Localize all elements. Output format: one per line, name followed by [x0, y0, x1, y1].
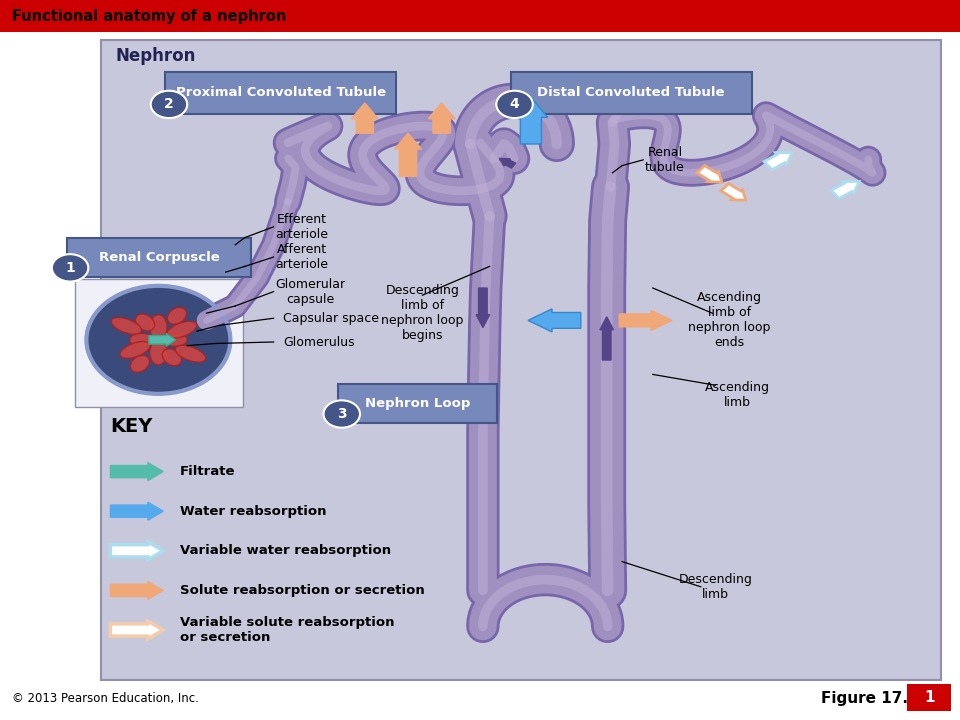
Text: 1: 1: [65, 261, 75, 275]
Text: Water reabsorption: Water reabsorption: [180, 505, 326, 518]
Ellipse shape: [162, 349, 181, 366]
Text: Descending
limb of
nephron loop
begins: Descending limb of nephron loop begins: [381, 284, 464, 342]
Text: Distal Convoluted Tubule: Distal Convoluted Tubule: [538, 86, 725, 99]
FancyArrow shape: [831, 181, 859, 199]
Circle shape: [86, 286, 230, 394]
Text: Glomerular
capsule: Glomerular capsule: [276, 278, 346, 305]
Ellipse shape: [150, 340, 167, 365]
Text: 3: 3: [337, 407, 347, 421]
FancyBboxPatch shape: [338, 384, 497, 423]
FancyArrow shape: [600, 317, 613, 360]
Text: Solute reabsorption or secretion: Solute reabsorption or secretion: [180, 584, 424, 597]
Circle shape: [324, 400, 360, 428]
Ellipse shape: [130, 333, 154, 346]
FancyArrow shape: [110, 621, 163, 639]
FancyBboxPatch shape: [165, 72, 396, 114]
FancyArrow shape: [515, 97, 547, 144]
Text: 1: 1: [924, 690, 934, 705]
Text: Renal Corpuscle: Renal Corpuscle: [99, 251, 219, 264]
Text: KEY: KEY: [110, 417, 153, 436]
Text: Nephron: Nephron: [115, 47, 196, 65]
Text: Capsular space: Capsular space: [283, 312, 379, 325]
FancyArrow shape: [110, 503, 163, 520]
FancyArrow shape: [428, 103, 455, 133]
FancyArrow shape: [721, 184, 746, 200]
FancyBboxPatch shape: [0, 0, 960, 32]
Text: Variable solute reabsorption
or secretion: Variable solute reabsorption or secretio…: [180, 616, 394, 644]
Ellipse shape: [120, 341, 151, 359]
Text: Variable water reabsorption: Variable water reabsorption: [180, 544, 391, 557]
FancyBboxPatch shape: [101, 40, 941, 680]
Text: Glomerulus: Glomerulus: [283, 336, 355, 348]
Ellipse shape: [150, 315, 167, 340]
Text: Nephron Loop: Nephron Loop: [365, 397, 470, 410]
Circle shape: [151, 91, 187, 118]
Ellipse shape: [135, 314, 155, 330]
Text: Afferent
arteriole: Afferent arteriole: [276, 243, 328, 271]
Text: Ascending
limb of
nephron loop
ends: Ascending limb of nephron loop ends: [688, 292, 771, 349]
Ellipse shape: [111, 318, 141, 334]
FancyBboxPatch shape: [75, 279, 243, 407]
Text: Ascending
limb: Ascending limb: [705, 381, 770, 408]
Text: © 2013 Pearson Education, Inc.: © 2013 Pearson Education, Inc.: [12, 692, 199, 705]
FancyArrow shape: [528, 309, 581, 332]
FancyBboxPatch shape: [511, 72, 752, 114]
FancyArrow shape: [395, 133, 421, 176]
Text: Descending
limb: Descending limb: [679, 573, 752, 600]
FancyArrow shape: [764, 153, 792, 170]
FancyArrow shape: [110, 541, 163, 560]
FancyBboxPatch shape: [67, 238, 251, 277]
Ellipse shape: [131, 356, 150, 372]
FancyArrow shape: [110, 582, 163, 599]
FancyArrow shape: [351, 103, 378, 133]
FancyArrow shape: [476, 288, 490, 328]
FancyBboxPatch shape: [907, 684, 951, 711]
Text: Renal
tubule: Renal tubule: [645, 146, 684, 174]
Ellipse shape: [163, 333, 187, 346]
FancyArrow shape: [619, 310, 672, 330]
Text: 4: 4: [510, 97, 519, 112]
Ellipse shape: [176, 346, 205, 362]
FancyArrow shape: [149, 333, 176, 346]
Text: Efferent
arteriole: Efferent arteriole: [276, 213, 328, 240]
Text: Functional anatomy of a nephron: Functional anatomy of a nephron: [12, 9, 286, 24]
FancyArrow shape: [499, 158, 516, 168]
Ellipse shape: [166, 321, 197, 338]
FancyArrow shape: [110, 462, 163, 481]
FancyArrow shape: [697, 166, 722, 182]
Ellipse shape: [167, 307, 186, 324]
Text: Figure 17.2: Figure 17.2: [821, 691, 919, 706]
Text: Proximal Convoluted Tubule: Proximal Convoluted Tubule: [176, 86, 386, 99]
Circle shape: [52, 254, 88, 282]
Text: 2: 2: [164, 97, 174, 112]
Circle shape: [496, 91, 533, 118]
Text: Filtrate: Filtrate: [180, 465, 235, 478]
